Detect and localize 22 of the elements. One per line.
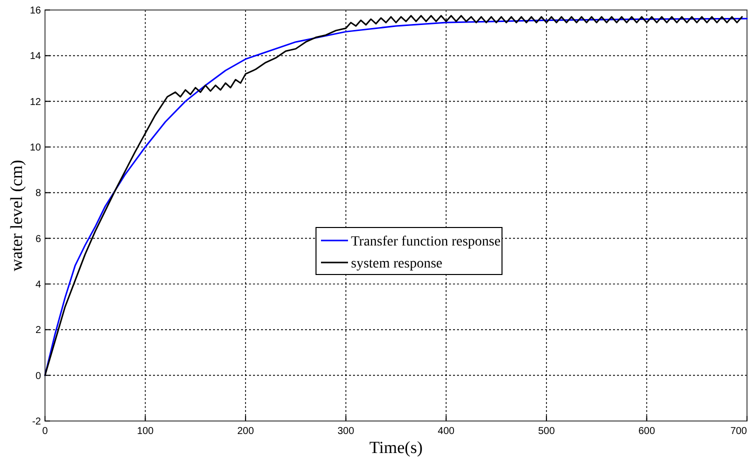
- y-tick-label: 2: [35, 325, 42, 336]
- y-tick-label: 14: [30, 51, 42, 62]
- y-tick-label: 12: [30, 96, 42, 108]
- y-axis-title: water level (cm): [7, 160, 26, 272]
- x-tick-label: 700: [730, 426, 748, 437]
- x-tick-label: 600: [638, 426, 656, 437]
- y-tick-label: 10: [30, 142, 42, 154]
- y-tick-label: 8: [35, 188, 42, 200]
- x-tick-label: 0: [42, 426, 48, 437]
- x-tick-label: 300: [338, 426, 355, 437]
- x-tick-label: 200: [237, 426, 254, 437]
- legend-label: system response: [351, 256, 442, 272]
- y-tick-label: 6: [35, 234, 42, 245]
- x-axis-title: Time(s): [369, 438, 423, 457]
- y-tick-label: 16: [30, 6, 42, 16]
- x-tick-label: 100: [136, 426, 154, 437]
- legend-label: Transfer function response: [351, 234, 501, 250]
- x-tick-label: 400: [438, 426, 455, 437]
- y-tick-label: 4: [35, 280, 42, 290]
- y-tick-label: 0: [35, 370, 42, 382]
- x-tick-label: 500: [538, 426, 556, 437]
- y-tick-label: -2: [32, 416, 42, 428]
